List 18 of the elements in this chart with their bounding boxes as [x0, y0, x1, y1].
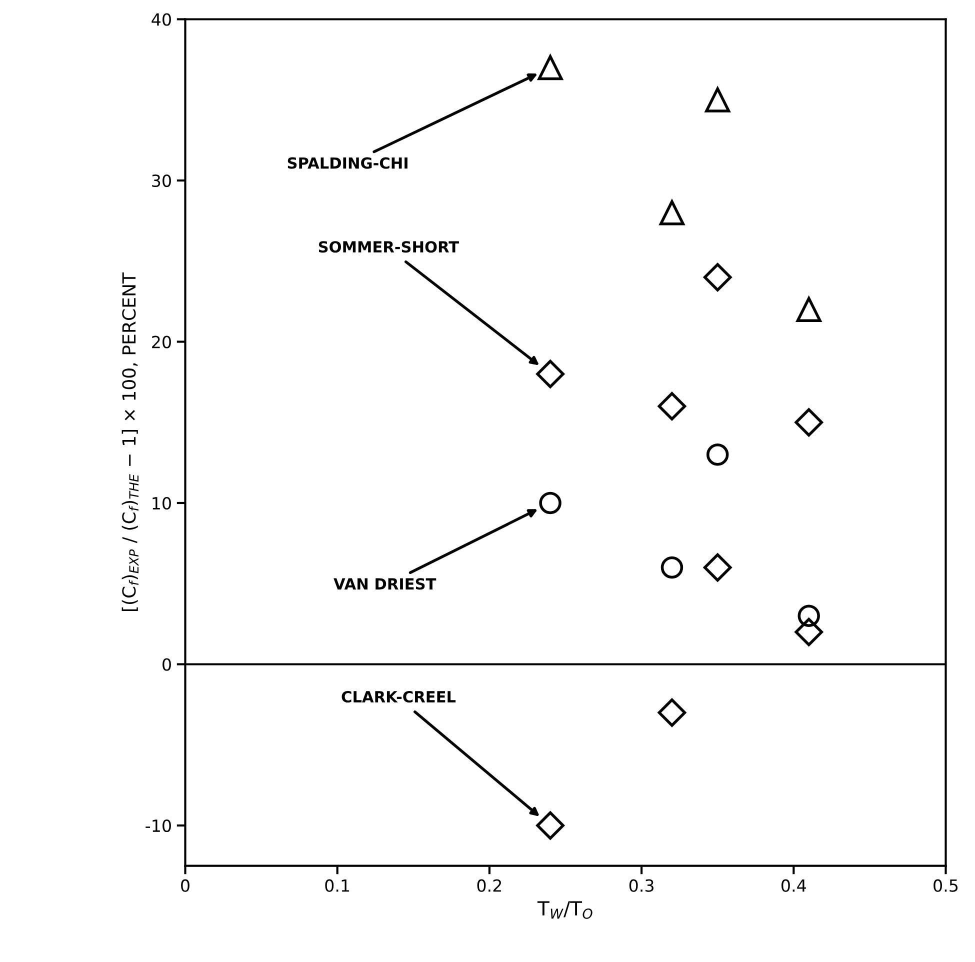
text: CLARK-CREEL — [342, 690, 456, 703]
x-tick-label: 0.5 — [934, 879, 958, 892]
text: SPALDING-CHI — [288, 157, 408, 169]
y-tick-label: -10 — [146, 819, 171, 832]
y-tick-label: 20 — [152, 336, 171, 348]
x-axis-title: T$_{W}$/T$_{O}$ — [537, 901, 592, 919]
x-tick-label: 0.2 — [477, 879, 502, 892]
x-tick-label: 0 — [181, 879, 190, 892]
x-tick-label: 0.3 — [629, 879, 654, 892]
y-tick-label: 40 — [152, 13, 171, 26]
y-tick-label: 30 — [152, 174, 171, 188]
y-tick-label: 0 — [162, 658, 171, 671]
text: SOMMER-SHORT — [318, 241, 459, 253]
text: VAN DRIEST — [334, 578, 436, 590]
text: [(C$_{f}$)$_{EXP}$ / (C$_{f}$)$_{THE}$ − 1] × 100, PERCENT — [122, 272, 138, 612]
x-tick-label: 0.1 — [325, 879, 350, 892]
y-tick-label: 10 — [152, 496, 171, 510]
x-tick-label: 0.4 — [781, 879, 806, 892]
